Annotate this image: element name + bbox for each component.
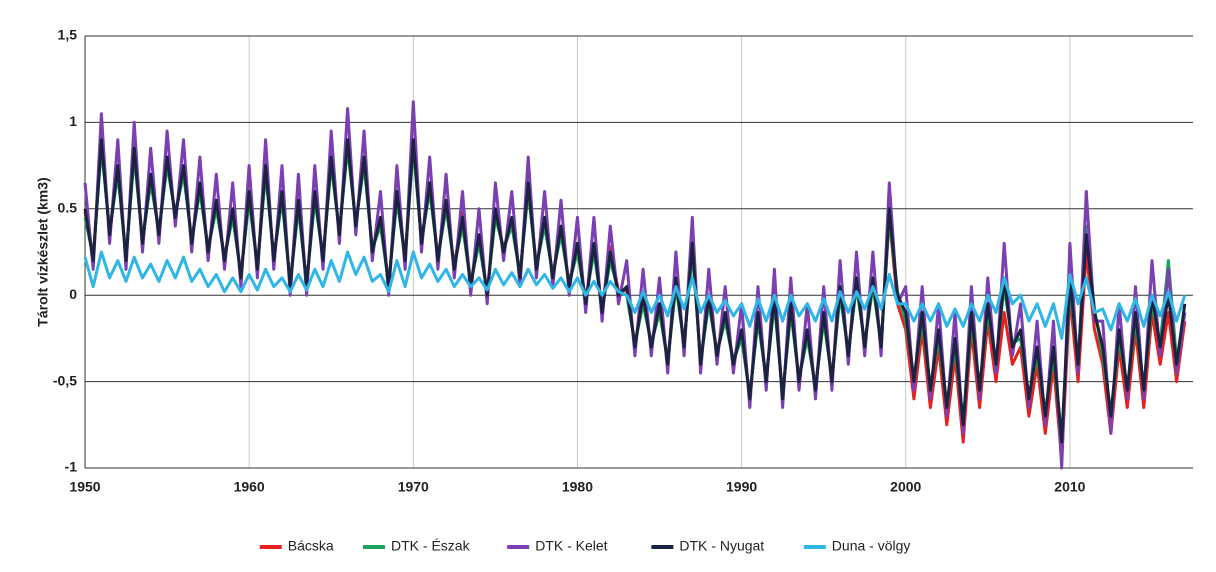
y-tick-label: -0,5 [53,372,77,388]
legend-label: DTK - Észak [391,538,471,554]
y-tick-label: 1 [69,113,77,129]
x-tick-label: 1960 [234,479,265,495]
legend-label: DTK - Nyugat [679,538,764,554]
y-axis-title: Tárolt vízkészlet (km3) [35,177,51,326]
legend-label: Duna - völgy [832,538,911,554]
x-tick-label: 2010 [1054,479,1085,495]
x-tick-label: 1970 [398,479,429,495]
series-line [83,250,1187,340]
series-line [83,138,1187,444]
x-tick-label: 1980 [562,479,593,495]
y-tick-label: 0.5 [58,200,78,216]
x-tick-label: 1990 [726,479,757,495]
x-tick-label: 1950 [69,479,100,495]
x-tick-label: 2000 [890,479,921,495]
legend-label: DTK - Kelet [535,538,607,554]
y-tick-label: 0 [69,286,77,302]
y-tick-label: 1,5 [58,27,78,43]
y-tick-label: -1 [65,459,78,475]
legend-label: Bácska [288,538,334,554]
